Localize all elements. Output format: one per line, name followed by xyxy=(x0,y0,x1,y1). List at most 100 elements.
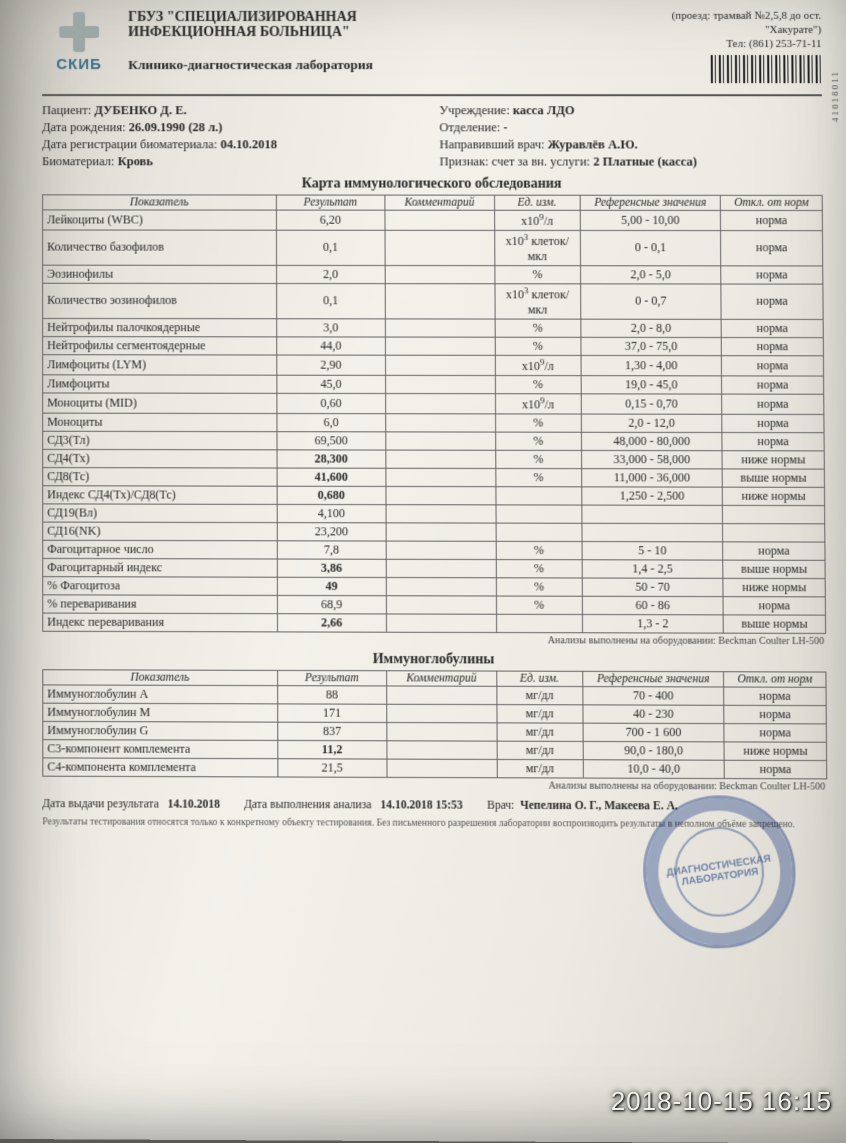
param-comment xyxy=(386,450,496,468)
header-block: СКИБ ГБУЗ "СПЕЦИАЛИЗИРОВАННАЯ ИНФЕКЦИОНН… xyxy=(42,10,822,88)
photo-timestamp: 2018-10-15 16:15 xyxy=(611,1086,832,1117)
param-ref: 60 - 86 xyxy=(582,596,723,615)
dept-value: - xyxy=(503,120,507,134)
param-name: СД3(Тл) xyxy=(43,431,277,450)
table-row: СД19(Вл)4,100 xyxy=(43,503,825,523)
table-row: Нейтрофилы палочкоядерные3,0%2,0 - 8,0но… xyxy=(43,318,824,337)
param-dev: норма xyxy=(722,432,824,450)
param-name: Количество эозинофилов xyxy=(43,283,277,319)
param-unit: % xyxy=(496,559,582,577)
param-name: Иммуноглобулин G xyxy=(43,721,277,740)
param-comment xyxy=(385,230,494,265)
param-dev xyxy=(723,505,825,523)
param-unit: x103 клеток/мкл xyxy=(494,230,580,265)
param-name: Лейкоциты (WBC) xyxy=(43,209,276,229)
param-dev: ниже нормы xyxy=(724,741,826,760)
param-unit: мг/дл xyxy=(497,722,583,741)
param-comment xyxy=(386,577,496,596)
param-unit: % xyxy=(495,337,581,355)
param-dev: норма xyxy=(723,596,825,615)
param-unit: мг/дл xyxy=(496,704,582,723)
inst-label: Учреждение: xyxy=(439,103,509,117)
param-comment xyxy=(386,393,495,413)
table-row: Индекс СД4(Тх)/СД8(Тс)0,6801,250 - 2,500… xyxy=(43,485,825,505)
param-ref: 37,0 - 75,0 xyxy=(581,337,722,355)
table-row: Моноциты6,0%2,0 - 12,0норма xyxy=(43,413,824,433)
param-unit: % xyxy=(496,577,582,595)
param-comment xyxy=(385,337,494,355)
param-comment xyxy=(386,431,495,449)
param-unit: % xyxy=(494,265,580,283)
param-comment xyxy=(387,685,497,704)
param-result: 44,0 xyxy=(276,336,385,354)
param-ref: 1,3 - 2 xyxy=(582,614,723,633)
immunology-table: Показатель Результат Комментарий Ед. изм… xyxy=(42,194,826,634)
col-comment: Комментарий xyxy=(385,195,494,210)
param-name: СД4(Тх) xyxy=(43,449,277,468)
param-comment xyxy=(387,722,497,741)
param-unit xyxy=(495,504,581,522)
section1-title: Карта иммунологического обследования xyxy=(42,176,823,193)
org-name-line2: ИНФЕКЦИОННАЯ БОЛЬНИЦА" xyxy=(128,25,548,40)
col-result: Результат xyxy=(276,195,385,210)
phone: Тел: (861) 253-71-11 xyxy=(560,37,822,51)
table-row: Количество эозинофилов0,1x103 клеток/мкл… xyxy=(43,283,824,319)
param-result: 3,0 xyxy=(276,318,385,336)
col-comment: Комментарий xyxy=(387,670,497,686)
bio-label: Биоматериал: xyxy=(42,154,114,168)
param-result: 0,680 xyxy=(277,486,386,504)
reg-label: Дата регистрации биоматериала: xyxy=(42,137,217,151)
param-comment xyxy=(385,318,494,336)
param-result: 0,60 xyxy=(276,393,385,413)
lab-name: Клинико-диагностическая лаборатория xyxy=(128,57,548,73)
param-name: % переваривания xyxy=(43,594,277,613)
param-name: СД8(Тс) xyxy=(43,467,277,486)
col-name: Показатель xyxy=(43,669,277,685)
param-dev: выше нормы xyxy=(722,468,824,486)
param-comment xyxy=(387,759,497,778)
param-unit: x109/л xyxy=(495,393,581,413)
param-name: Фагоцитарное число xyxy=(43,540,277,559)
param-ref: 48,000 - 80,000 xyxy=(581,432,722,450)
param-ref: 700 - 1 600 xyxy=(583,723,724,742)
sign-value: 2 Платные (касса) xyxy=(593,154,697,168)
param-name: Нейтрофилы сегментоядерные xyxy=(43,336,277,354)
table-row: СД16(NK)23,200 xyxy=(43,522,825,542)
issue-date: 14.10.2018 xyxy=(168,798,220,810)
dept-label: Отделение: xyxy=(439,120,500,134)
param-dev: норма xyxy=(724,723,826,742)
param-unit: x103 клеток/мкл xyxy=(494,283,580,318)
inst-value: касса ЛДО xyxy=(513,103,575,117)
param-unit: % xyxy=(495,450,581,468)
equip-note-1: Анализы выполнены на оборудовании: Beckm… xyxy=(42,633,824,646)
param-comment xyxy=(386,613,496,632)
param-dev: норма xyxy=(721,337,823,355)
immunoglobulins-table: Показатель Результат Комментарий Ед. изм… xyxy=(42,669,827,779)
param-dev: выше нормы xyxy=(723,560,825,579)
param-ref: 1,4 - 2,5 xyxy=(582,559,723,578)
param-result: 4,100 xyxy=(277,504,386,522)
section2-title: Иммуноглобулины xyxy=(42,650,826,669)
param-result: 21,5 xyxy=(277,758,387,777)
param-comment xyxy=(385,355,494,375)
param-comment xyxy=(387,704,497,723)
param-dev: норма xyxy=(724,760,826,779)
reg-date: 04.10.2018 xyxy=(220,137,276,151)
param-unit: мг/дл xyxy=(497,741,583,760)
param-unit: % xyxy=(495,319,581,337)
param-ref: 0 - 0,7 xyxy=(580,283,721,318)
param-dev: норма xyxy=(721,210,823,230)
table-row: Эозинофилы2,0%2,0 - 5,0норма xyxy=(43,265,823,284)
param-name: Количество базофилов xyxy=(43,229,276,264)
param-name: Моноциты (MID) xyxy=(43,392,277,413)
col-name: Показатель xyxy=(43,194,276,209)
table-row: Индекс переваривания2,661,3 - 2выше норм… xyxy=(43,613,826,633)
paper-sheet: СКИБ ГБУЗ "СПЕЦИАЛИЗИРОВАННАЯ ИНФЕКЦИОНН… xyxy=(0,0,846,1143)
param-comment xyxy=(386,504,496,522)
done-label: Дата выполнения анализа xyxy=(244,798,372,811)
param-result: 41,600 xyxy=(277,468,386,486)
table-row: Моноциты (MID)0,60x109/л0,15 - 0,70норма xyxy=(43,392,824,414)
patient-name: ДУБЕНКО Д. Е. xyxy=(94,103,186,117)
param-unit: % xyxy=(495,468,581,486)
table-row: СД8(Тс)41,600%11,000 - 36,000выше нормы xyxy=(43,467,825,487)
